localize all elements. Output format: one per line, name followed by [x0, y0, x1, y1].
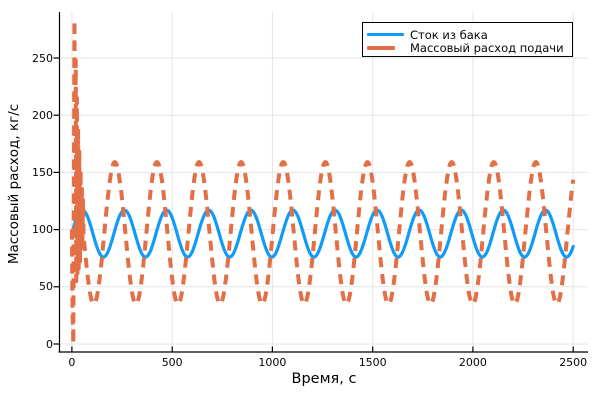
y-tick-label: 250	[32, 51, 53, 65]
legend: Сток из бака Массовый расход подачи	[362, 22, 573, 57]
axis-spines	[58, 12, 588, 353]
x-tick-label: 2000	[458, 356, 487, 369]
x-tick-label: 1500	[358, 356, 387, 369]
y-tick-label: 150	[32, 165, 53, 179]
series-line-supply	[69, 18, 576, 346]
legend-item-outflow: Сток из бака	[363, 28, 572, 41]
y-tick-label: 50	[39, 280, 53, 294]
y-tick-label: 0	[46, 337, 53, 351]
y-tick-label: 100	[32, 223, 53, 237]
legend-item-supply: Массовый расход подачи	[363, 41, 572, 54]
x-tick-label: 2500	[559, 356, 588, 369]
y-tick-label: 200	[32, 108, 53, 122]
y-axis-label: Массовый расход, кг/с	[6, 103, 22, 265]
legend-line-supply-icon	[367, 45, 408, 50]
series-line-outflow	[70, 208, 575, 259]
x-tick-label: 500	[161, 356, 183, 369]
tick-marks	[53, 57, 574, 352]
x-tick-label: 0	[68, 356, 76, 369]
x-tick-label: 1000	[258, 356, 287, 369]
legend-label-outflow: Сток из бака	[410, 27, 488, 42]
x-axis-label: Время, с	[291, 371, 357, 387]
legend-label-supply: Массовый расход подачи	[410, 40, 564, 55]
legend-line-outflow-icon	[367, 33, 408, 36]
